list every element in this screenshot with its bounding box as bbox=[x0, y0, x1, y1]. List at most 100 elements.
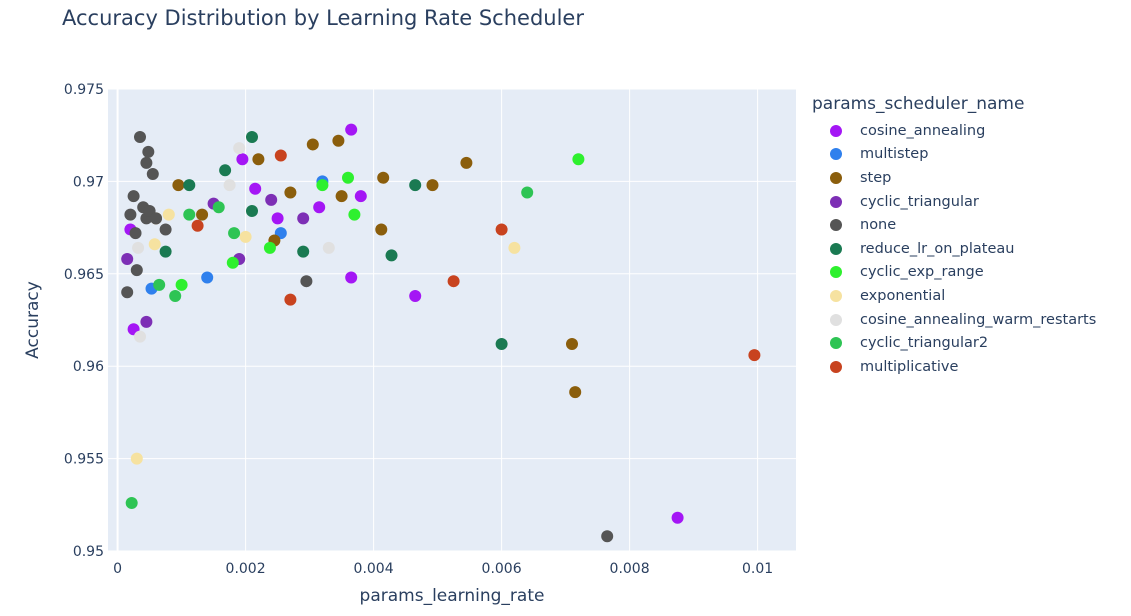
data-point bbox=[249, 182, 262, 195]
data-point bbox=[219, 164, 232, 177]
legend-marker bbox=[830, 337, 842, 350]
legend-label: multiplicative bbox=[860, 358, 959, 375]
x-tick-labels: 0 0.002 0.004 0.006 0.008 0.01 bbox=[113, 561, 773, 577]
data-point bbox=[239, 230, 252, 243]
legend-item[interactable]: cyclic_exp_range bbox=[812, 261, 1096, 285]
legend-label: cosine_annealing bbox=[860, 122, 986, 139]
series-cyclic_exp_range bbox=[175, 153, 585, 291]
data-point bbox=[130, 264, 143, 277]
data-point bbox=[191, 219, 204, 232]
data-point bbox=[274, 149, 287, 162]
legend-item[interactable]: cyclic_triangular2 bbox=[812, 331, 1096, 355]
data-point bbox=[377, 171, 390, 184]
legend-marker bbox=[830, 171, 842, 184]
x-axis-title: params_learning_rate bbox=[360, 586, 545, 606]
legend-marker bbox=[830, 124, 842, 137]
legend-label: cyclic_triangular2 bbox=[860, 335, 989, 352]
data-point bbox=[447, 275, 460, 288]
y-gridlines bbox=[108, 88, 796, 552]
data-point bbox=[252, 153, 265, 166]
data-point bbox=[409, 179, 422, 192]
data-point bbox=[601, 530, 614, 543]
legend-item[interactable]: cyclic_triangular bbox=[812, 190, 1096, 214]
series-none bbox=[121, 131, 614, 543]
data-point bbox=[146, 168, 159, 181]
legend-item[interactable]: exponential bbox=[812, 284, 1096, 308]
data-points bbox=[121, 123, 761, 543]
data-point bbox=[342, 171, 354, 184]
x-tick-label: 0.008 bbox=[610, 561, 650, 577]
data-point bbox=[306, 138, 319, 151]
legend-items: cosine_annealing multistep step cyclic_tria… bbox=[812, 119, 1096, 379]
series-cyclic_triangular bbox=[121, 193, 310, 328]
legend-item[interactable]: cosine_annealing_warm_restarts bbox=[812, 308, 1096, 332]
legend-marker bbox=[830, 313, 842, 326]
series-cosine_annealing_warm_restarts bbox=[132, 142, 335, 343]
data-point bbox=[121, 286, 134, 299]
data-point bbox=[572, 153, 585, 166]
legend-item[interactable]: multistep bbox=[812, 143, 1096, 167]
data-point bbox=[426, 179, 439, 192]
data-point bbox=[297, 245, 310, 258]
data-point bbox=[313, 201, 326, 214]
y-tick-label: 0.97 bbox=[73, 174, 104, 190]
data-point bbox=[124, 208, 137, 221]
series-cyclic_triangular2 bbox=[125, 186, 534, 509]
y-axis-title: Accuracy bbox=[23, 281, 43, 359]
data-point bbox=[271, 212, 284, 225]
data-point bbox=[354, 190, 367, 203]
data-point bbox=[345, 271, 358, 284]
data-point bbox=[125, 496, 138, 509]
data-point bbox=[140, 156, 153, 169]
legend-item[interactable]: multiplicative bbox=[812, 355, 1096, 379]
chart-title: Accuracy Distribution by Learning Rate S… bbox=[62, 6, 584, 30]
legend-item[interactable]: step bbox=[812, 166, 1096, 190]
data-point bbox=[121, 253, 134, 266]
data-point bbox=[460, 156, 473, 169]
legend-item[interactable]: reduce_lr_on_plateau bbox=[812, 237, 1096, 261]
data-point bbox=[134, 131, 146, 144]
legend-label: none bbox=[860, 217, 897, 234]
data-point bbox=[142, 145, 155, 158]
data-point bbox=[134, 330, 146, 343]
y-tick-label: 0.955 bbox=[64, 452, 104, 468]
data-point bbox=[345, 123, 358, 136]
data-point bbox=[508, 241, 521, 254]
legend-label: cyclic_triangular bbox=[860, 193, 979, 210]
series-reduce_lr_on_plateau bbox=[159, 131, 508, 351]
data-point bbox=[159, 223, 172, 236]
data-point bbox=[127, 190, 140, 203]
y-tick-label: 0.975 bbox=[64, 82, 104, 98]
data-point bbox=[226, 256, 239, 269]
data-point bbox=[495, 338, 508, 351]
series-multiplicative bbox=[191, 149, 761, 362]
data-point bbox=[246, 204, 258, 217]
data-point bbox=[300, 275, 313, 288]
data-point bbox=[183, 208, 196, 221]
data-point bbox=[284, 293, 297, 306]
legend-title: params_scheduler_name bbox=[812, 94, 1025, 114]
x-tick-label: 0.01 bbox=[742, 561, 773, 577]
data-point bbox=[335, 190, 348, 203]
data-point bbox=[162, 208, 175, 221]
data-point bbox=[212, 201, 225, 214]
legend-item[interactable]: none bbox=[812, 213, 1096, 237]
data-point bbox=[263, 241, 276, 254]
legend-marker bbox=[830, 266, 842, 279]
legend-item[interactable]: cosine_annealing bbox=[812, 119, 1096, 143]
y-tick-label: 0.96 bbox=[73, 359, 104, 375]
x-tick-label: 0 bbox=[113, 561, 122, 577]
data-point bbox=[495, 223, 508, 236]
data-point bbox=[140, 315, 153, 328]
data-point bbox=[129, 227, 142, 240]
legend-label: reduce_lr_on_plateau bbox=[860, 240, 1015, 257]
y-tick-label: 0.95 bbox=[73, 544, 104, 560]
data-point bbox=[322, 241, 335, 254]
data-point bbox=[183, 179, 196, 192]
legend-label: multistep bbox=[860, 146, 929, 163]
data-point bbox=[348, 208, 361, 221]
data-point bbox=[201, 271, 214, 284]
data-point bbox=[332, 134, 345, 147]
